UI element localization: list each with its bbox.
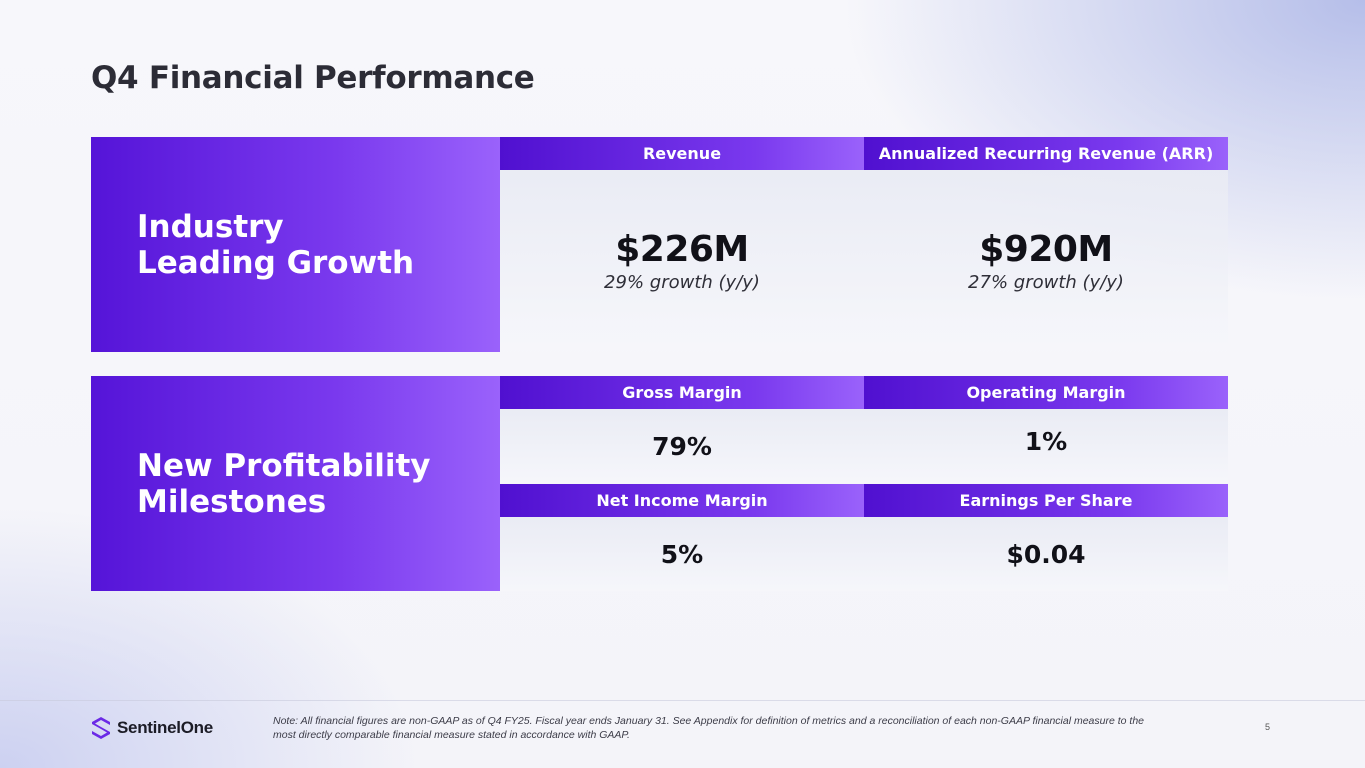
sentinelone-logo-icon: [92, 717, 110, 739]
gross-margin-value: 79%: [652, 431, 712, 461]
arr-growth: 27% growth (y/y): [968, 272, 1124, 293]
operating-margin-cell: 1%: [864, 409, 1228, 483]
eps-cell: $0.04: [864, 517, 1228, 591]
revenue-header: Revenue: [500, 137, 864, 170]
page-number: 5: [1265, 722, 1271, 732]
brand-logo: SentinelOne: [91, 716, 213, 740]
footnote-line2: most directly comparable financial measu…: [273, 729, 630, 741]
net-income-margin-header: Net Income Margin: [500, 484, 864, 517]
arr-value: $920M: [979, 229, 1113, 270]
net-income-margin-value: 5%: [660, 539, 704, 569]
operating-margin-header: Operating Margin: [864, 376, 1228, 409]
gross-margin-header: Gross Margin: [500, 376, 864, 409]
gross-margin-cell: 79%: [500, 409, 864, 483]
page-title: Q4 Financial Performance: [91, 60, 535, 96]
revenue-value: $226M: [615, 229, 749, 270]
revenue-cell: $226M 29% growth (y/y): [500, 170, 864, 352]
footnote-line1: Note: All financial figures are non-GAAP…: [273, 715, 1144, 727]
footer-divider: [0, 700, 1365, 701]
arr-cell: $920M 27% growth (y/y): [864, 170, 1228, 352]
eps-header: Earnings Per Share: [864, 484, 1228, 517]
profitability-heading-line2: Milestones: [137, 483, 327, 520]
arr-header: Annualized Recurring Revenue (ARR): [864, 137, 1228, 170]
net-income-margin-cell: 5%: [500, 517, 864, 591]
brand-name: SentinelOne: [117, 718, 213, 737]
eps-value: $0.04: [1006, 539, 1086, 569]
growth-heading-band: Industry Leading Growth: [91, 137, 500, 352]
revenue-growth: 29% growth (y/y): [604, 272, 760, 293]
profitability-heading-line1: New Profitability: [137, 447, 431, 484]
operating-margin-value: 1%: [1024, 426, 1068, 456]
footnote: Note: All financial figures are non-GAAP…: [273, 714, 1228, 742]
growth-heading-line1: Industry: [137, 208, 284, 245]
growth-heading-line2: Leading Growth: [137, 244, 415, 281]
profitability-heading-band: New Profitability Milestones: [91, 376, 500, 591]
